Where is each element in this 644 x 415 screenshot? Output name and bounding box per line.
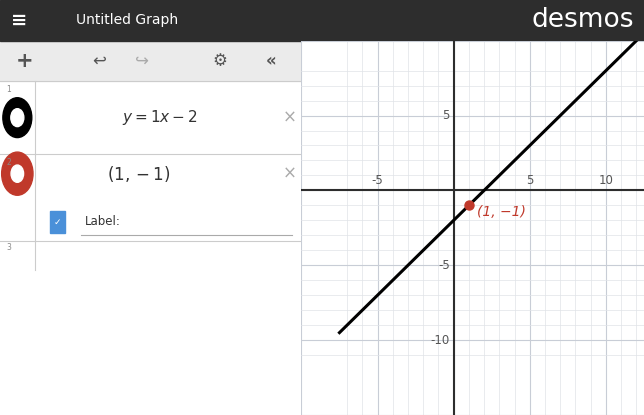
Text: $(1,-1)$: $(1,-1)$ xyxy=(107,164,171,184)
Text: ✓: ✓ xyxy=(54,217,61,227)
Text: -5: -5 xyxy=(372,173,383,187)
Text: ×: × xyxy=(283,165,296,183)
Text: 2: 2 xyxy=(6,158,11,167)
Text: 10: 10 xyxy=(598,173,613,187)
Text: 5: 5 xyxy=(442,109,450,122)
Text: 1: 1 xyxy=(6,85,11,95)
Circle shape xyxy=(2,152,33,195)
Text: desmos: desmos xyxy=(531,7,634,33)
Text: $y = 1x - 2$: $y = 1x - 2$ xyxy=(122,108,198,127)
Bar xyxy=(0,41,301,81)
Text: «: « xyxy=(266,52,277,70)
Text: (1, −1): (1, −1) xyxy=(477,205,526,219)
Text: ≡: ≡ xyxy=(12,11,28,30)
Text: 5: 5 xyxy=(526,173,533,187)
Text: ↪: ↪ xyxy=(135,52,149,70)
Text: 3: 3 xyxy=(6,243,11,252)
Text: ×: × xyxy=(283,109,296,127)
Bar xyxy=(301,0,644,41)
Text: Untitled Graph: Untitled Graph xyxy=(75,13,178,27)
Text: -5: -5 xyxy=(438,259,450,272)
Text: ↩: ↩ xyxy=(93,52,106,70)
Circle shape xyxy=(11,165,24,182)
Circle shape xyxy=(11,109,24,127)
Text: -10: -10 xyxy=(431,334,450,347)
Text: +: + xyxy=(15,51,33,71)
Text: Label:: Label: xyxy=(84,215,120,228)
Text: ⚙: ⚙ xyxy=(213,52,227,70)
Bar xyxy=(50,211,66,233)
Bar xyxy=(0,0,301,41)
Circle shape xyxy=(3,98,32,138)
